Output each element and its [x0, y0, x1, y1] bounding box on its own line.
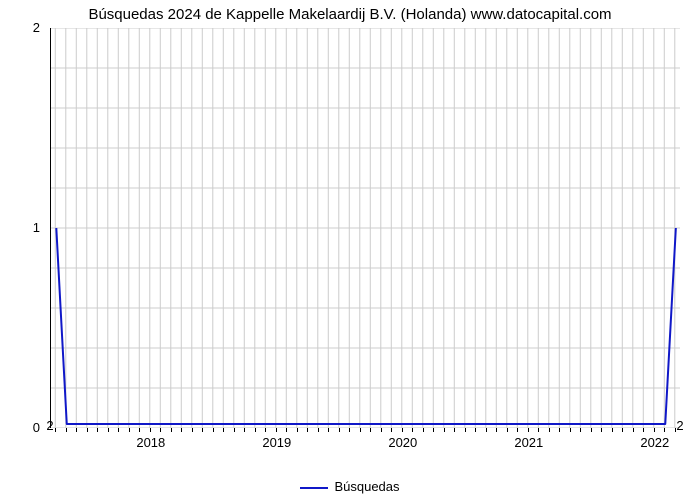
x-minor-tick: [549, 428, 550, 432]
plot-svg: [50, 28, 680, 428]
x-minor-tick: [150, 428, 151, 432]
x-minor-tick: [328, 428, 329, 432]
x-minor-tick: [360, 428, 361, 432]
x-tick-label: 2019: [262, 435, 291, 450]
x-minor-tick: [297, 428, 298, 432]
x-minor-tick: [643, 428, 644, 432]
x-minor-tick: [171, 428, 172, 432]
x-tick-label: 2021: [514, 435, 543, 450]
chart-title: Búsquedas 2024 de Kappelle Makelaardij B…: [0, 6, 700, 23]
x-minor-tick: [223, 428, 224, 432]
x-minor-tick: [276, 428, 277, 432]
legend-line: [300, 487, 328, 489]
x-minor-tick: [286, 428, 287, 432]
x-minor-tick: [213, 428, 214, 432]
x-minor-tick: [465, 428, 466, 432]
x-minor-tick: [591, 428, 592, 432]
x-minor-tick: [55, 428, 56, 432]
x-minor-tick: [66, 428, 67, 432]
y-tick-label: 0: [0, 420, 40, 435]
x-minor-tick: [381, 428, 382, 432]
x-minor-tick: [633, 428, 634, 432]
x-tick-label: 2020: [388, 435, 417, 450]
x-minor-tick: [496, 428, 497, 432]
x-minor-tick: [601, 428, 602, 432]
x-minor-tick: [444, 428, 445, 432]
x-minor-tick: [433, 428, 434, 432]
x-minor-tick: [612, 428, 613, 432]
x-minor-tick: [517, 428, 518, 432]
x-minor-tick: [507, 428, 508, 432]
x-tick-label: 2022: [640, 435, 669, 450]
x-minor-tick: [654, 428, 655, 432]
legend-label: Búsquedas: [334, 479, 399, 494]
x-minor-tick: [202, 428, 203, 432]
x-minor-tick: [423, 428, 424, 432]
x-minor-tick: [538, 428, 539, 432]
x-minor-tick: [318, 428, 319, 432]
x-minor-tick: [559, 428, 560, 432]
x-tick-label: 2018: [136, 435, 165, 450]
x-end-label-left: 2: [46, 418, 53, 433]
x-minor-tick: [454, 428, 455, 432]
x-minor-tick: [528, 428, 529, 432]
x-minor-tick: [339, 428, 340, 432]
y-tick-label: 2: [0, 20, 40, 35]
x-minor-tick: [349, 428, 350, 432]
chart-container: Búsquedas 2024 de Kappelle Makelaardij B…: [0, 0, 700, 500]
x-minor-tick: [391, 428, 392, 432]
x-minor-tick: [108, 428, 109, 432]
x-minor-tick: [76, 428, 77, 432]
x-minor-tick: [402, 428, 403, 432]
y-tick-label: 1: [0, 220, 40, 235]
x-minor-tick: [265, 428, 266, 432]
x-minor-tick: [570, 428, 571, 432]
x-minor-tick: [255, 428, 256, 432]
x-minor-tick: [160, 428, 161, 432]
x-minor-tick: [475, 428, 476, 432]
x-minor-tick: [307, 428, 308, 432]
x-minor-tick: [412, 428, 413, 432]
x-minor-tick: [181, 428, 182, 432]
x-minor-tick: [244, 428, 245, 432]
x-minor-tick: [192, 428, 193, 432]
x-minor-tick: [129, 428, 130, 432]
x-minor-tick: [580, 428, 581, 432]
x-end-label-right: 2: [676, 418, 683, 433]
x-minor-tick: [664, 428, 665, 432]
x-minor-tick: [234, 428, 235, 432]
x-minor-tick: [87, 428, 88, 432]
x-minor-tick: [370, 428, 371, 432]
x-minor-tick: [118, 428, 119, 432]
x-minor-tick: [139, 428, 140, 432]
plot-area: [50, 28, 680, 428]
x-minor-tick: [622, 428, 623, 432]
legend: Búsquedas: [0, 479, 700, 494]
x-minor-tick: [97, 428, 98, 432]
x-minor-tick: [486, 428, 487, 432]
